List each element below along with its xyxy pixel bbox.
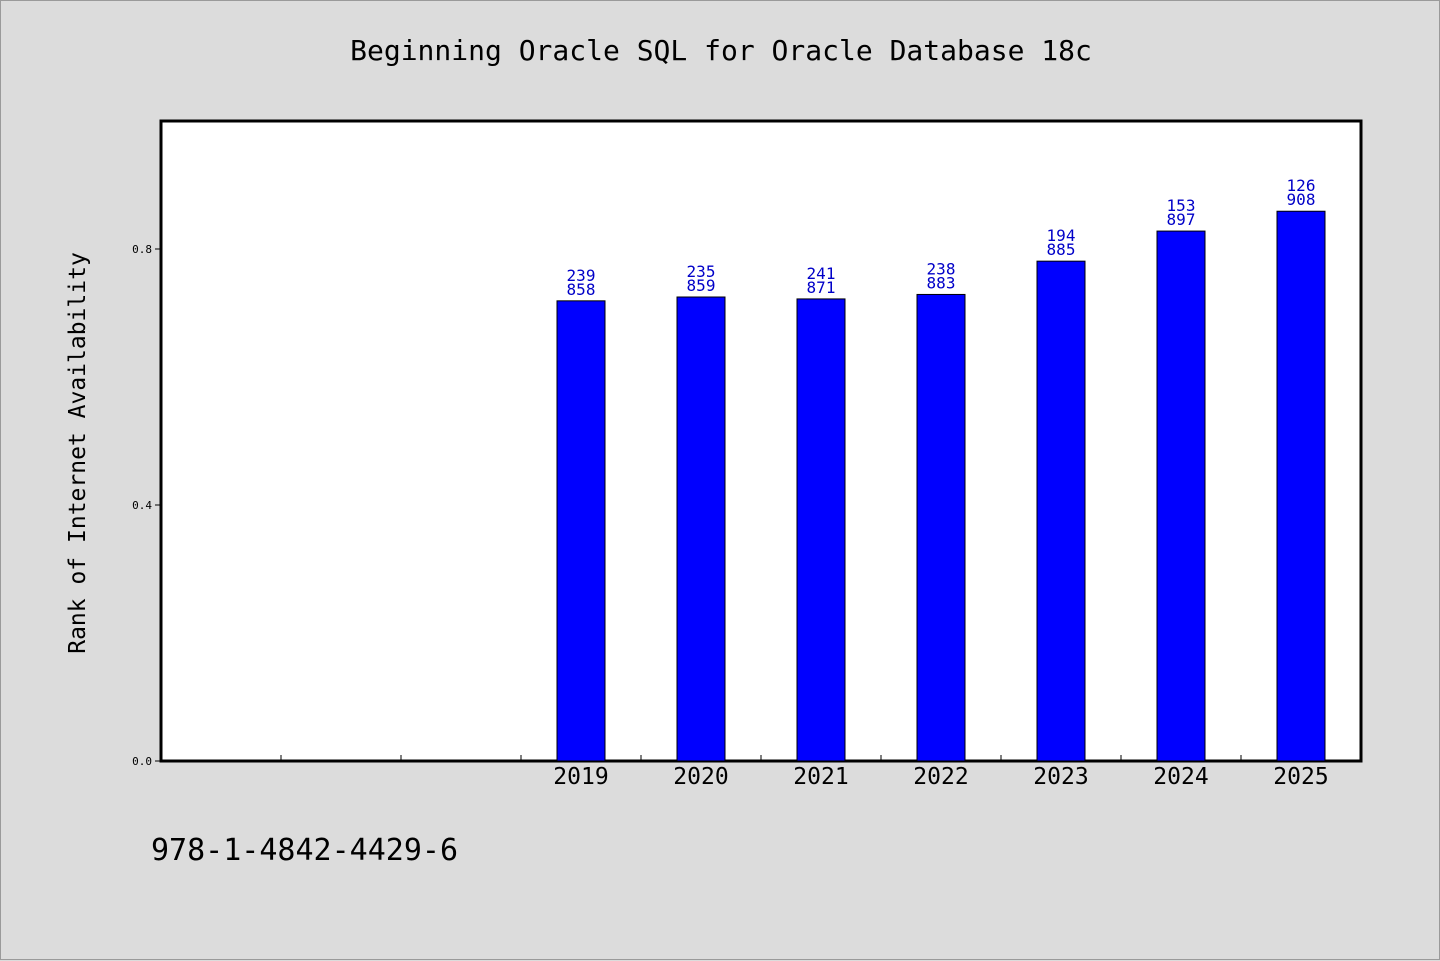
bar-label-line2: 908	[1287, 190, 1316, 209]
bar-label-line2: 871	[807, 278, 836, 297]
bar-label-line2: 897	[1167, 210, 1196, 229]
bar-2024	[1156, 230, 1206, 762]
bar-label-line1: 235	[687, 262, 716, 281]
bar-label-line1: 241	[807, 264, 836, 283]
x-tick-label: 2023	[1033, 764, 1088, 790]
y-tick-label: 0.4	[132, 499, 152, 512]
bar-label-line1: 239	[567, 266, 596, 285]
x-tick-label: 2020	[673, 764, 728, 790]
bar-label-line2: 858	[567, 280, 596, 299]
bar-2022	[916, 293, 966, 762]
bar-label-line1: 238	[927, 259, 956, 278]
isbn-label: 978-1-4842-4429-6	[151, 833, 459, 868]
x-tick-label: 2019	[553, 764, 608, 790]
bar-2020	[676, 296, 726, 762]
bar-2021	[796, 298, 846, 762]
x-tick-label: 2021	[793, 764, 848, 790]
bar-2023	[1036, 260, 1086, 762]
bar-label-line1: 153	[1167, 196, 1196, 215]
bar-label-line2: 859	[687, 276, 716, 295]
x-tick-label: 2025	[1273, 764, 1328, 790]
bar-label-line2: 885	[1047, 240, 1076, 259]
bar-2019	[556, 300, 606, 762]
y-tick-label: 0.0	[132, 755, 152, 768]
y-tick-label: 0.8	[132, 243, 152, 256]
x-tick-label: 2022	[913, 764, 968, 790]
bar-label-line2: 883	[927, 273, 956, 292]
bar-2025	[1276, 210, 1326, 762]
bar-label-line1: 194	[1047, 226, 1076, 245]
chart-title: Beginning Oracle SQL for Oracle Database…	[350, 34, 1092, 67]
x-tick-label: 2024	[1153, 764, 1208, 790]
bar-label-line1: 126	[1287, 176, 1316, 195]
y-axis-label: Rank of Internet Availability	[65, 252, 91, 654]
